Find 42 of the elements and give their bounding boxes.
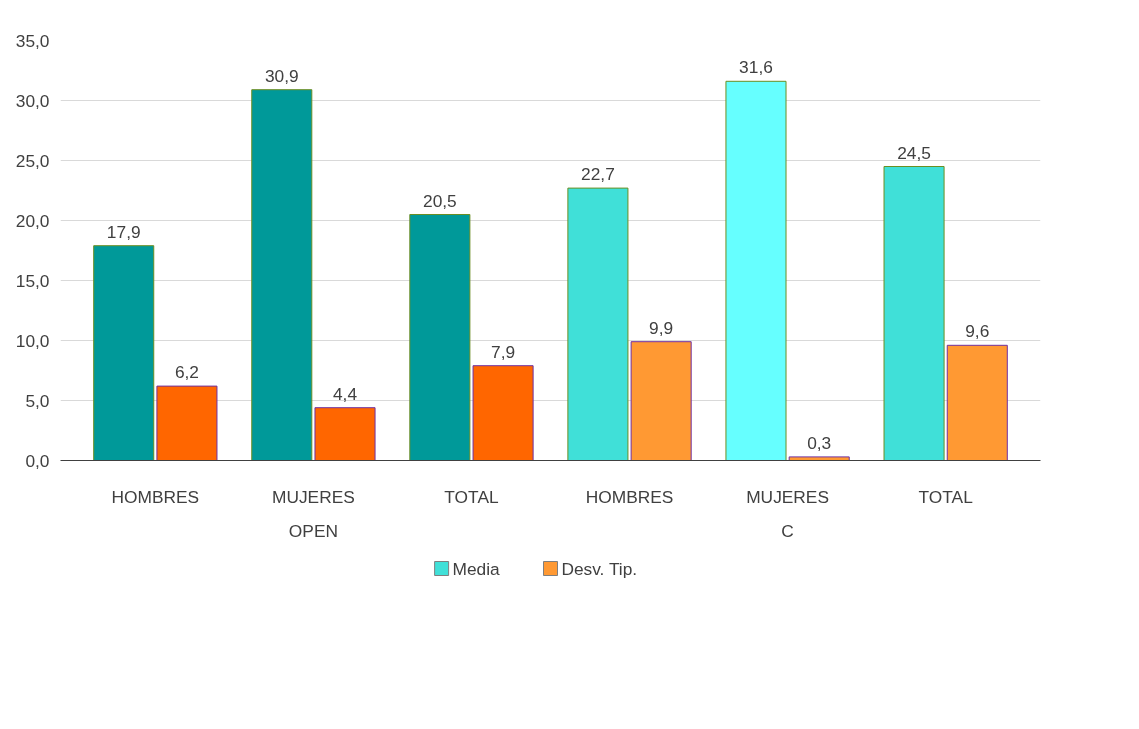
x-tick-label: TOTAL (918, 486, 974, 507)
x-tick-label: HOMBRES (111, 486, 200, 507)
x-tick-label: HOMBRES (585, 486, 674, 507)
bar (251, 89, 313, 461)
y-tick-label: 30,0 (15, 90, 50, 111)
y-tick-label: 15,0 (15, 270, 50, 291)
bar (946, 344, 1008, 461)
text: OPEN (288, 520, 338, 541)
bar (472, 365, 534, 461)
x-tick-label: MUJERES (272, 486, 355, 507)
data-label: 20,5 (422, 190, 457, 211)
data-label: 30,9 (264, 65, 299, 86)
y-tick-label: 10,0 (15, 330, 50, 351)
y-tick-label: 35,0 (15, 30, 50, 51)
legend-label: Media (452, 558, 501, 579)
text: C (781, 520, 794, 541)
y-tick-label: 25,0 (15, 150, 50, 171)
bar (93, 245, 155, 461)
data-label: 17,9 (106, 221, 141, 242)
data-label: 31,6 (739, 57, 773, 78)
bar (156, 385, 218, 461)
y-tick-label: 20,0 (15, 210, 50, 231)
bar (314, 407, 376, 461)
legend-label: Desv. Tip. (561, 558, 638, 579)
bar (567, 187, 629, 461)
x-tick-label: MUJERES (746, 486, 830, 507)
bar (788, 456, 850, 461)
bar (630, 341, 692, 461)
data-label: 24,5 (897, 142, 931, 163)
data-label: 4,4 (332, 383, 358, 404)
x-tick-label: TOTAL (444, 486, 499, 507)
y-tick-label: 0,0 (25, 450, 50, 471)
bar (883, 166, 945, 461)
data-label: 9,9 (649, 317, 674, 338)
data-label: 0,3 (807, 432, 832, 453)
y-tick-label: 5,0 (25, 390, 50, 411)
data-label: 7,9 (491, 341, 516, 362)
bar (409, 214, 471, 461)
data-label: 9,6 (965, 321, 990, 342)
bar (725, 80, 787, 461)
data-label: 22,7 (581, 164, 615, 185)
data-label: 6,2 (174, 362, 199, 383)
